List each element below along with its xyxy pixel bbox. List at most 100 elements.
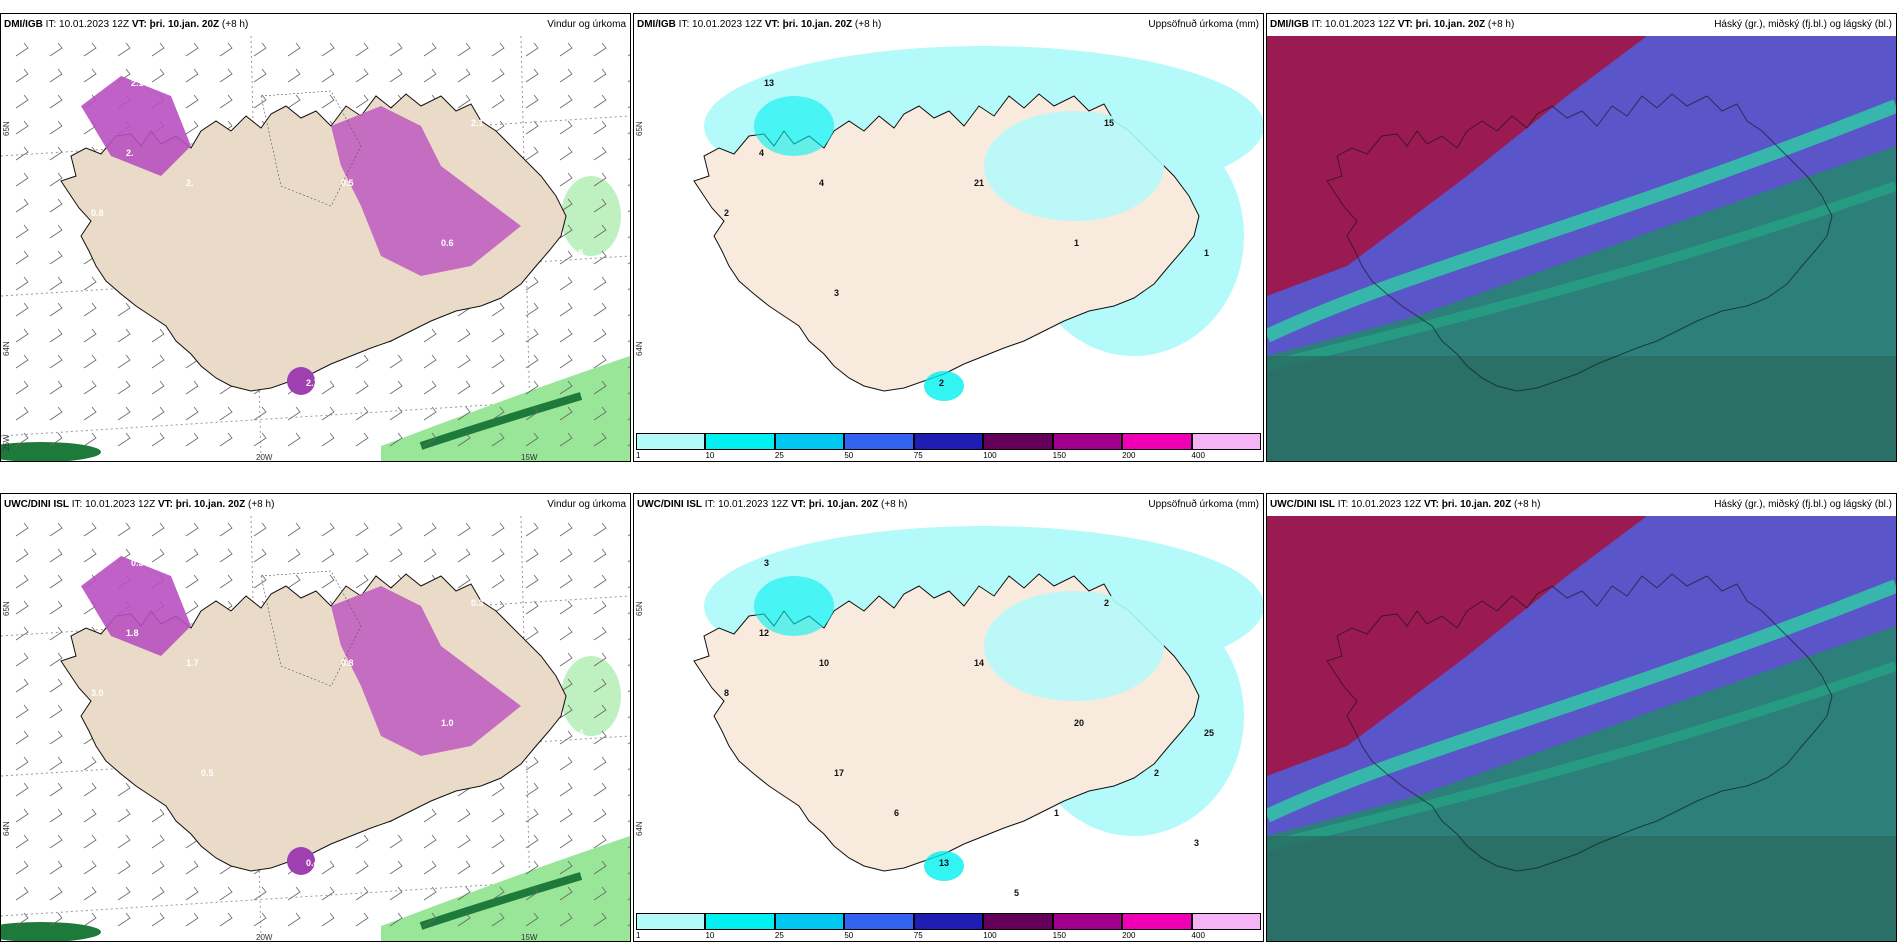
value-label: 20 (1074, 718, 1084, 728)
colorbar-swatch (913, 913, 984, 930)
wind-barb (355, 548, 369, 563)
wind-barb (83, 522, 97, 537)
wind-barb (185, 522, 199, 537)
precip-area (287, 847, 315, 875)
wind-barb (253, 574, 267, 589)
wind-barb (457, 522, 471, 537)
wind-barb (15, 146, 29, 161)
wind-barb (219, 574, 233, 589)
wind-barb (423, 354, 437, 369)
wind-barb (559, 808, 573, 823)
wind-barb (117, 886, 131, 901)
wind-barb (253, 94, 267, 109)
colorbar-tick: 400 (1191, 931, 1205, 940)
wind-barb (15, 652, 29, 667)
wind-barb (83, 912, 97, 927)
wind-barb (151, 834, 165, 849)
wind-barb (423, 808, 437, 823)
wind-barb (491, 886, 505, 901)
wind-barb (525, 600, 539, 615)
precip-area (419, 392, 583, 450)
wind-barb (389, 432, 403, 447)
wind-barb (253, 42, 267, 57)
wind-barb (185, 860, 199, 875)
wind-barb (457, 68, 471, 83)
colorbar-swatch (636, 913, 706, 930)
wind-barb (355, 522, 369, 537)
wind-barb (559, 224, 573, 239)
valid-time: VT: þri. 10.jan. 20Z (1397, 19, 1486, 30)
wind-barb (49, 574, 63, 589)
panel-dmi-accum: DMI/IGB IT: 10.01.2023 12Z VT: þri. 10.j… (633, 13, 1264, 462)
colorbar-tick: 25 (774, 931, 784, 940)
wind-barb (287, 68, 301, 83)
wind-barb (49, 68, 63, 83)
colorbar-swatches (636, 913, 1261, 930)
wind-barb (491, 912, 505, 927)
precip-area (924, 371, 964, 401)
wind-barb (559, 432, 573, 447)
wind-barb (49, 756, 63, 771)
wind-barb (287, 912, 301, 927)
wind-barb (185, 406, 199, 421)
value-label: 6 (894, 808, 899, 818)
wind-barb (525, 120, 539, 135)
wind-barb (83, 42, 97, 57)
value-label: 21 (974, 178, 984, 188)
cloud-band (1267, 181, 1896, 371)
precip-area (924, 851, 964, 881)
wind-barb (117, 432, 131, 447)
wind-barb (593, 224, 607, 239)
valid-time: VT: þri. 10.jan. 20Z (131, 19, 220, 30)
wind-barb (83, 406, 97, 421)
colorbar-tick: 50 (844, 931, 854, 940)
panel-header: UWC/DINI ISL IT: 10.01.2023 12Z VT: þri.… (634, 494, 1263, 516)
valid-time: VT: þri. 10.jan. 20Z (790, 499, 879, 510)
wind-barb (423, 432, 437, 447)
wind-barb (457, 380, 471, 395)
wind-barb (559, 354, 573, 369)
wind-barb (219, 912, 233, 927)
product-title: Háský (gr.), miðský (fj.bl.) og lágský (… (1714, 499, 1892, 510)
value-label: 1.8 (126, 628, 139, 638)
colorbar-swatch (983, 913, 1053, 930)
wind-barb (83, 380, 97, 395)
wind-barb (559, 548, 573, 563)
product-title: Uppsöfnuð úrkoma (mm) (1148, 19, 1259, 30)
wind-barb (15, 94, 29, 109)
wind-barb (117, 522, 131, 537)
wind-barb (559, 250, 573, 265)
value-label: 3.0 (91, 688, 104, 698)
wind-barb (219, 42, 233, 57)
lon-label: 20W (256, 453, 273, 462)
colorbar-swatch (705, 913, 775, 930)
wind-barb (49, 406, 63, 421)
wind-barb (151, 522, 165, 537)
wind-barb (287, 522, 301, 537)
wind-barb (49, 834, 63, 849)
wind-barb (491, 42, 505, 57)
wind-barb (49, 860, 63, 875)
colorbar: 1 10 25 50 75 100 150 200 400 (634, 911, 1263, 941)
wind-barb (49, 912, 63, 927)
product-title: Háský (gr.), miðský (fj.bl.) og lágský (… (1714, 19, 1892, 30)
wind-barb (185, 120, 199, 135)
precip-area (1, 922, 101, 941)
value-label: 0.3 (471, 598, 484, 608)
precip-area (561, 656, 621, 736)
wind-barb (15, 354, 29, 369)
wind-barb (83, 756, 97, 771)
wind-barb (423, 548, 437, 563)
colorbar-swatch (983, 433, 1053, 450)
map-svg: 2.1 2.1 2. 2. 0.8 0.5 0.6 2.7 0.5 65N 64N 25W 20W 15W (1, 36, 630, 462)
value-label: 15 (1104, 118, 1114, 128)
wind-barb (15, 380, 29, 395)
wind-barb (525, 548, 539, 563)
wind-barb (525, 782, 539, 797)
wind-barb (219, 432, 233, 447)
wind-barb (491, 432, 505, 447)
wind-barb (491, 94, 505, 109)
valid-time: VT: þri. 10.jan. 20Z (157, 499, 246, 510)
wind-barb (15, 328, 29, 343)
wind-barb (219, 406, 233, 421)
